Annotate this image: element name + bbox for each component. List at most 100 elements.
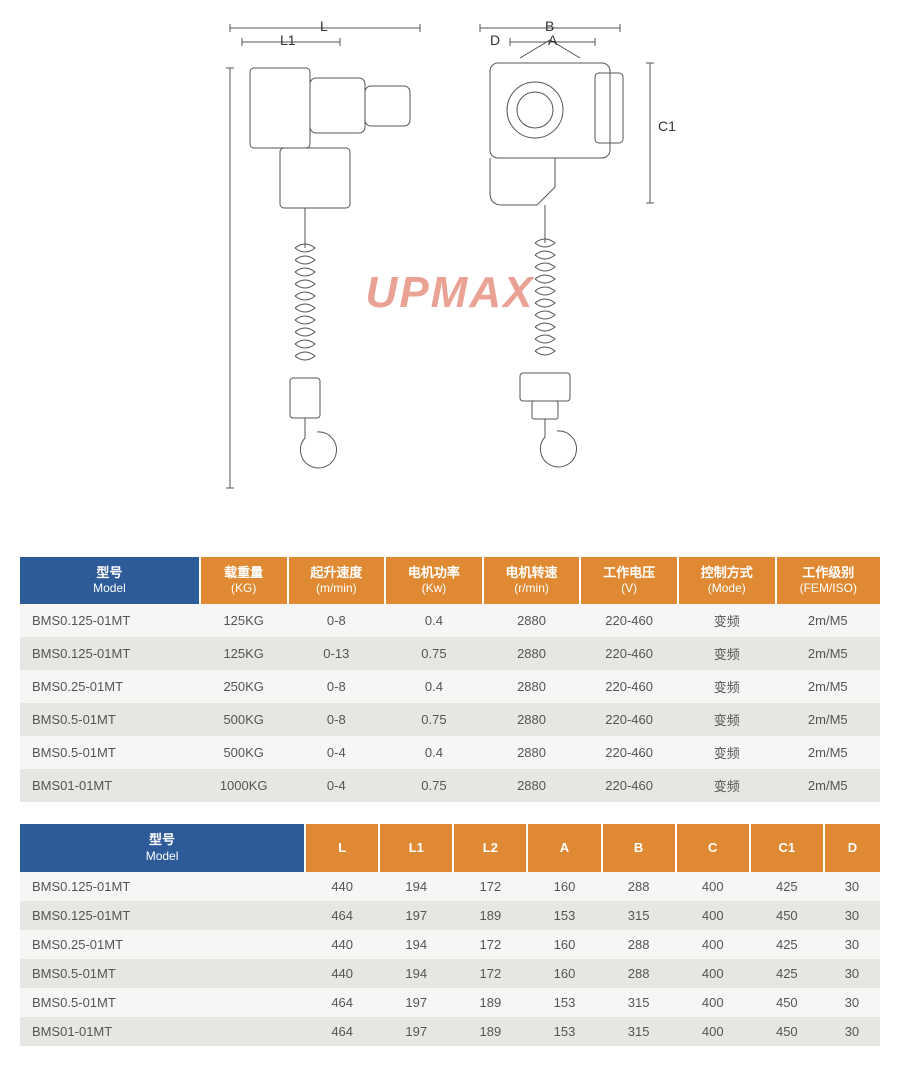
table-cell: BMS0.125-01MT xyxy=(20,637,200,670)
table-cell: 0.75 xyxy=(385,703,483,736)
column-header: B xyxy=(602,824,676,871)
table-cell: BMS01-01MT xyxy=(20,1017,305,1046)
table-cell: 172 xyxy=(453,959,527,988)
table-row: BMS0.125-01MT125KG0-80.42880220-460变频2m/… xyxy=(20,604,880,637)
table-cell: 440 xyxy=(305,930,379,959)
table-cell: 30 xyxy=(824,872,880,901)
table-cell: 2880 xyxy=(483,637,581,670)
dim-label-A: A xyxy=(548,32,557,48)
table-cell: 2m/M5 xyxy=(776,736,880,769)
table-row: BMS01-01MT1000KG0-40.752880220-460变频2m/M… xyxy=(20,769,880,802)
table-cell: 440 xyxy=(305,959,379,988)
table-cell: 194 xyxy=(379,872,453,901)
table-cell: 125KG xyxy=(200,604,288,637)
table-cell: 400 xyxy=(676,901,750,930)
table-cell: BMS01-01MT xyxy=(20,769,200,802)
table-cell: 400 xyxy=(676,930,750,959)
column-header: L2 xyxy=(453,824,527,871)
table-cell: 0.75 xyxy=(385,769,483,802)
table-cell: 425 xyxy=(750,959,824,988)
table-cell: 189 xyxy=(453,1017,527,1046)
table-cell: 189 xyxy=(453,988,527,1017)
table-cell: BMS0.5-01MT xyxy=(20,736,200,769)
spec-header-row: 型号Model载重量(KG)起升速度(m/min)电机功率(Kw)电机转速(r/… xyxy=(20,557,880,604)
table-cell: 0.4 xyxy=(385,670,483,703)
table-cell: 425 xyxy=(750,872,824,901)
technical-drawing-area: L L1 B A D C1 UPMAX xyxy=(0,0,900,545)
dim-header-row: 型号ModelLL1L2ABCC1D xyxy=(20,824,880,871)
table-cell: 2m/M5 xyxy=(776,604,880,637)
table-cell: 197 xyxy=(379,1017,453,1046)
table-cell: 2m/M5 xyxy=(776,703,880,736)
column-header: C1 xyxy=(750,824,824,871)
table-cell: 220-460 xyxy=(580,769,678,802)
table-cell: 220-460 xyxy=(580,670,678,703)
table-row: BMS0.25-01MT44019417216028840042530 xyxy=(20,930,880,959)
table-cell: 125KG xyxy=(200,637,288,670)
table-cell: 2m/M5 xyxy=(776,769,880,802)
table-cell: 2880 xyxy=(483,604,581,637)
table-row: BMS0.125-01MT46419718915331540045030 xyxy=(20,901,880,930)
table-row: BMS0.125-01MT44019417216028840042530 xyxy=(20,872,880,901)
table-cell: 464 xyxy=(305,901,379,930)
table-cell: 0.4 xyxy=(385,736,483,769)
table-cell: 288 xyxy=(602,959,676,988)
table-cell: 变频 xyxy=(678,670,776,703)
column-header: 电机功率(Kw) xyxy=(385,557,483,604)
table-cell: 220-460 xyxy=(580,637,678,670)
table-cell: 464 xyxy=(305,1017,379,1046)
table-cell: 197 xyxy=(379,988,453,1017)
table-cell: 500KG xyxy=(200,736,288,769)
table-cell: BMS0.125-01MT xyxy=(20,872,305,901)
table-cell: 0-4 xyxy=(288,769,386,802)
table-row: BMS0.5-01MT500KG0-40.42880220-460变频2m/M5 xyxy=(20,736,880,769)
table-cell: 464 xyxy=(305,988,379,1017)
table-cell: BMS0.25-01MT xyxy=(20,930,305,959)
table-cell: 288 xyxy=(602,930,676,959)
table-cell: 变频 xyxy=(678,703,776,736)
dim-label-C1: C1 xyxy=(658,118,676,134)
table-cell: 0.4 xyxy=(385,604,483,637)
table-cell: 220-460 xyxy=(580,604,678,637)
column-header: D xyxy=(824,824,880,871)
column-header: 型号Model xyxy=(20,557,200,604)
table-cell: 450 xyxy=(750,1017,824,1046)
table-cell: 0-4 xyxy=(288,736,386,769)
table-cell: 160 xyxy=(527,930,601,959)
table-cell: BMS0.125-01MT xyxy=(20,604,200,637)
table-cell: 2880 xyxy=(483,703,581,736)
table-cell: 500KG xyxy=(200,703,288,736)
table-cell: BMS0.125-01MT xyxy=(20,901,305,930)
column-header: 工作电压(V) xyxy=(580,557,678,604)
table-cell: BMS0.25-01MT xyxy=(20,670,200,703)
table-cell: 2880 xyxy=(483,736,581,769)
specifications-table: 型号Model载重量(KG)起升速度(m/min)电机功率(Kw)电机转速(r/… xyxy=(20,557,880,802)
table-cell: 变频 xyxy=(678,604,776,637)
table-cell: 220-460 xyxy=(580,736,678,769)
table-cell: 194 xyxy=(379,930,453,959)
table-cell: 440 xyxy=(305,872,379,901)
column-header: C xyxy=(676,824,750,871)
column-header: 起升速度(m/min) xyxy=(288,557,386,604)
dim-label-D: D xyxy=(490,32,500,48)
table-cell: 153 xyxy=(527,901,601,930)
table-cell: 2880 xyxy=(483,769,581,802)
table-cell: 变频 xyxy=(678,637,776,670)
column-header: 型号Model xyxy=(20,824,305,871)
table-cell: 0.75 xyxy=(385,637,483,670)
table-cell: 2880 xyxy=(483,670,581,703)
hoist-diagram: L L1 B A D C1 UPMAX xyxy=(190,18,710,528)
table-row: BMS0.5-01MT500KG0-80.752880220-460变频2m/M… xyxy=(20,703,880,736)
table-cell: 160 xyxy=(527,959,601,988)
table-cell: 153 xyxy=(527,1017,601,1046)
table-cell: 153 xyxy=(527,988,601,1017)
table-cell: 197 xyxy=(379,901,453,930)
table-cell: 160 xyxy=(527,872,601,901)
table-cell: 400 xyxy=(676,1017,750,1046)
table-cell: 0-8 xyxy=(288,703,386,736)
dim-label-L1: L1 xyxy=(280,32,296,48)
table-cell: 400 xyxy=(676,872,750,901)
table-cell: BMS0.5-01MT xyxy=(20,703,200,736)
table-cell: 2m/M5 xyxy=(776,670,880,703)
table-row: BMS0.5-01MT46419718915331540045030 xyxy=(20,988,880,1017)
